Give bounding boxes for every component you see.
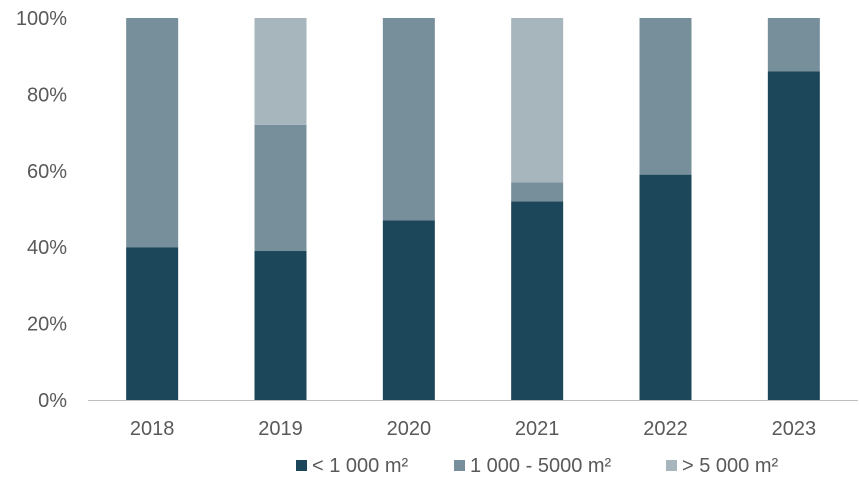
bar-segment-2021-series-1	[511, 201, 564, 400]
bar-segment-2023-series-2	[767, 18, 820, 72]
legend-label: 1 000 - 5000 m²	[470, 455, 612, 477]
y-tick-label: 60%	[27, 161, 67, 183]
legend-label: < 1 000 m²	[312, 455, 409, 477]
bar-segment-2019-series-1	[254, 251, 307, 400]
legend-swatch	[666, 460, 677, 471]
legend-item-1: < 1 000 m²	[296, 455, 409, 477]
legend-label: > 5 000 m²	[682, 455, 779, 477]
y-tick-label: 20%	[27, 314, 67, 336]
bar-segment-2021-series-2	[511, 182, 564, 202]
bar-segment-2021-series-3	[511, 18, 564, 183]
axis-layer: 0% 20% 40% 60% 80% 100% 2018 2019 2020 2021 2022 20…	[16, 8, 858, 440]
bar-segment-2018-series-1	[126, 247, 179, 400]
bar-segment-2022-series-2	[639, 18, 692, 175]
legend-swatch	[454, 460, 465, 471]
x-tick-label-2020: 2020	[387, 418, 432, 440]
y-tick-label: 0%	[38, 390, 67, 412]
bar-segment-2020-series-2	[382, 18, 435, 221]
y-tick-label: 100%	[16, 8, 67, 30]
x-tick-label-2023: 2023	[772, 418, 817, 440]
bar-segment-2018-series-2	[126, 18, 179, 248]
x-tick-label-2021: 2021	[515, 418, 560, 440]
bar-segment-2020-series-1	[382, 220, 435, 400]
legend: < 1 000 m² 1 000 - 5000 m² > 5 000 m²	[296, 455, 779, 477]
bar-segment-2019-series-3	[254, 18, 307, 125]
bar-segment-2019-series-2	[254, 124, 307, 252]
legend-item-2: 1 000 - 5000 m²	[454, 455, 612, 477]
bars-layer	[126, 18, 820, 400]
x-tick-label-2022: 2022	[643, 418, 688, 440]
legend-item-3: > 5 000 m²	[666, 455, 779, 477]
legend-swatch	[296, 460, 307, 471]
x-tick-label-2018: 2018	[130, 418, 175, 440]
bar-segment-2023-series-1	[767, 71, 820, 400]
bar-segment-2022-series-1	[639, 174, 692, 400]
y-tick-label: 40%	[27, 237, 67, 259]
y-tick-label: 80%	[27, 84, 67, 106]
x-tick-label-2019: 2019	[258, 418, 303, 440]
